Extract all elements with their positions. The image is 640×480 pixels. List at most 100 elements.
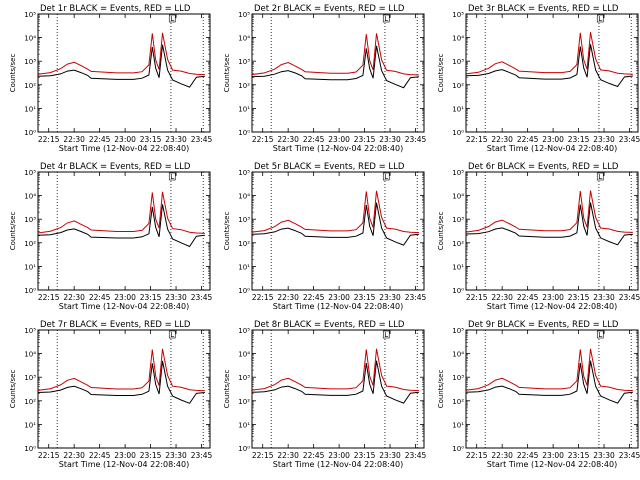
- x-tick-label: 23:45: [191, 135, 213, 144]
- x-tick-label: 22:45: [89, 135, 111, 144]
- x-tick-label: 22:15: [252, 135, 274, 144]
- y-axis-label: Counts/sec: [9, 54, 17, 93]
- chart-title: Det 2r BLACK = Events, RED = LLD: [254, 4, 405, 14]
- y-tick-label: 10⁵: [452, 169, 464, 177]
- series-line-lld: [465, 348, 633, 392]
- panel-det-4: Det 4r BLACK = Events, RED = LLD 10⁰ 10¹ 10…: [9, 162, 213, 311]
- y-tick-label: 10⁴: [452, 35, 464, 43]
- x-tick-label: 23:00: [328, 293, 350, 302]
- x-tick-label: 23:15: [568, 451, 590, 460]
- marker-box: [382, 14, 390, 23]
- panel-det-6: Det 6r BLACK = Events, RED = LLD 10⁰ 10¹ 10…: [437, 162, 640, 311]
- x-tick-label: 23:45: [619, 451, 640, 460]
- series-line-events: [251, 45, 419, 89]
- y-tick-label: 10⁰: [452, 287, 464, 295]
- x-tick-label: 23:15: [140, 135, 162, 144]
- x-tick-label: 22:30: [491, 293, 513, 302]
- x-tick-label: 23:45: [405, 135, 427, 144]
- x-tick-label: 22:45: [303, 451, 325, 460]
- plot-frame: [37, 13, 211, 133]
- x-tick-label: 23:15: [354, 451, 376, 460]
- y-tick-label: 10³: [452, 216, 464, 224]
- chart-title: Det 8r BLACK = Events, RED = LLD: [254, 320, 405, 330]
- series-line-lld: [251, 190, 419, 234]
- panel-det-8: Det 8r BLACK = Events, RED = LLD 10⁰ 10¹ 10…: [223, 320, 427, 469]
- plot-frame: [37, 171, 211, 291]
- y-tick-label: 10⁵: [238, 169, 250, 177]
- y-tick-label: 10¹: [238, 421, 250, 429]
- series-line-lld: [37, 32, 205, 76]
- x-tick-label: 23:00: [114, 293, 136, 302]
- series-line-events: [37, 360, 205, 404]
- chart-title: Det 7r BLACK = Events, RED = LLD: [40, 320, 191, 330]
- y-tick-label: 10⁴: [24, 193, 36, 201]
- x-tick-label: 22:30: [277, 451, 299, 460]
- x-axis-label: Start Time (12-Nov-04 22:08:40): [59, 302, 189, 311]
- panel-det-9: Det 9r BLACK = Events, RED = LLD 10⁰ 10¹ 10…: [437, 320, 640, 469]
- x-tick-label: 22:30: [63, 451, 85, 460]
- y-tick-label: 10¹: [238, 263, 250, 271]
- x-tick-label: 23:00: [542, 293, 564, 302]
- marker-box: [168, 14, 176, 23]
- x-tick-label: 22:30: [491, 135, 513, 144]
- x-axis-label: Start Time (12-Nov-04 22:08:40): [273, 144, 403, 153]
- series-line-lld: [465, 190, 633, 233]
- y-tick-label: 10¹: [24, 105, 36, 113]
- x-tick-label: 23:15: [140, 293, 162, 302]
- y-tick-label: 10⁵: [24, 11, 36, 19]
- marker-label: L: [170, 331, 174, 339]
- y-tick-label: 10⁰: [238, 287, 250, 295]
- y-tick-label: 10²: [238, 82, 250, 90]
- marker-box: [596, 172, 604, 181]
- x-tick-label: 22:45: [89, 451, 111, 460]
- plot-frame: [251, 13, 425, 133]
- y-tick-label: 10²: [24, 82, 36, 90]
- y-tick-label: 10³: [238, 216, 250, 224]
- plot-frame: [465, 329, 639, 449]
- marker-box: [168, 330, 176, 339]
- x-tick-label: 22:30: [491, 451, 513, 460]
- x-axis-label: Start Time (12-Nov-04 22:08:40): [273, 460, 403, 469]
- x-tick-label: 22:45: [517, 451, 539, 460]
- y-tick-label: 10⁰: [238, 445, 250, 453]
- y-tick-label: 10³: [238, 58, 250, 66]
- x-tick-label: 23:00: [328, 135, 350, 144]
- plot-frame: [465, 13, 639, 133]
- x-tick-label: 23:15: [568, 135, 590, 144]
- marker-label: L: [384, 173, 388, 181]
- y-tick-label: 10¹: [452, 421, 464, 429]
- plot-frame: [465, 171, 639, 291]
- x-tick-label: 23:00: [542, 135, 564, 144]
- x-tick-label: 23:15: [354, 293, 376, 302]
- x-tick-label: 22:15: [38, 451, 60, 460]
- y-tick-label: 10⁴: [238, 35, 250, 43]
- series-line-lld: [251, 348, 419, 392]
- x-tick-label: 23:45: [191, 293, 213, 302]
- panel-det-3: Det 3r BLACK = Events, RED = LLD 10⁰ 10¹ 10…: [437, 4, 640, 153]
- x-tick-label: 22:45: [303, 135, 325, 144]
- y-tick-label: 10¹: [452, 263, 464, 271]
- x-tick-label: 23:45: [619, 135, 640, 144]
- x-tick-label: 22:15: [252, 451, 274, 460]
- panel-det-1: Det 1r BLACK = Events, RED = LLD 10⁰ 10¹ 10…: [9, 4, 213, 153]
- y-tick-label: 10⁰: [24, 445, 36, 453]
- x-tick-label: 23:30: [593, 293, 615, 302]
- y-axis-label: Counts/sec: [223, 212, 231, 251]
- y-tick-label: 10³: [452, 58, 464, 66]
- x-tick-label: 23:45: [405, 293, 427, 302]
- y-tick-label: 10²: [452, 398, 464, 406]
- y-tick-label: 10³: [238, 374, 250, 382]
- x-tick-label: 23:30: [379, 293, 401, 302]
- y-axis-label: Counts/sec: [9, 212, 17, 251]
- x-axis-label: Start Time (12-Nov-04 22:08:40): [273, 302, 403, 311]
- y-tick-label: 10⁰: [24, 287, 36, 295]
- y-tick-label: 10²: [452, 240, 464, 248]
- x-tick-label: 22:45: [89, 293, 111, 302]
- marker-box: [168, 172, 176, 181]
- chart-title: Det 3r BLACK = Events, RED = LLD: [468, 4, 619, 14]
- series-line-events: [37, 44, 205, 88]
- x-tick-label: 23:30: [379, 135, 401, 144]
- x-tick-label: 23:15: [354, 135, 376, 144]
- marker-label: L: [170, 173, 174, 181]
- y-tick-label: 10⁵: [24, 327, 36, 335]
